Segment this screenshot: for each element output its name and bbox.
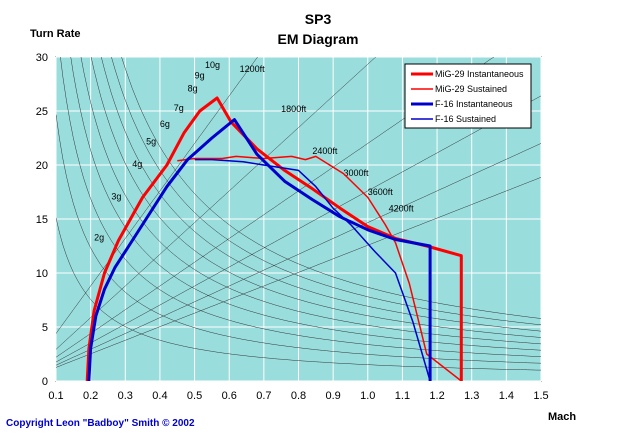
turn-radius-curve — [56, 177, 541, 368]
legend-label-f16-sus: F-16 Sustained — [435, 114, 496, 124]
g-label: 8g — [188, 84, 198, 94]
chart-title: SP3 — [305, 11, 332, 27]
copyright-notice: Copyright Leon "Badboy" Smith © 2002 — [6, 418, 195, 429]
y-tick-label: 15 — [36, 214, 48, 226]
x-tick-label: 1.0 — [360, 390, 375, 402]
x-tick-label: 0.8 — [291, 390, 306, 402]
g-label: 5g — [146, 136, 156, 146]
x-tick-label: 1.4 — [499, 390, 514, 402]
turn-radius-curve — [56, 57, 377, 350]
turn-radius-curve — [56, 143, 541, 366]
x-tick-label: 0.3 — [118, 390, 133, 402]
x-tick-label: 0.6 — [222, 390, 237, 402]
y-tick-label: 5 — [42, 322, 48, 334]
series-group — [85, 96, 463, 381]
y-tick-label: 0 — [42, 376, 48, 388]
legend-label-f16-inst: F-16 Instantaneous — [435, 99, 513, 109]
series-line-f16-instantaneous — [87, 118, 432, 381]
series-line-f16-sustained — [194, 158, 431, 381]
g-label: 4g — [132, 159, 142, 169]
x-tick-label: 1.1 — [395, 390, 410, 402]
g-label: 10g — [205, 60, 220, 70]
chart-subtitle: EM Diagram — [278, 31, 359, 47]
turn-radius-curve — [56, 57, 258, 334]
x-tick-label: 1.3 — [464, 390, 479, 402]
y-tick-label: 10 — [36, 268, 48, 280]
legend-label-mig29-inst: MiG-29 Instantaneous — [435, 69, 524, 79]
g-label: 3g — [111, 192, 121, 202]
turn-radius-curve — [56, 95, 541, 363]
x-tick-label: 0.5 — [187, 390, 202, 402]
legend-label-mig29-sus: MiG-29 Sustained — [435, 84, 507, 94]
radius-label: 1800ft — [281, 104, 307, 114]
g-label: 6g — [160, 119, 170, 129]
radius-label: 1200ft — [240, 64, 266, 74]
radius-label: 4200ft — [389, 203, 415, 213]
g-label: 7g — [174, 103, 184, 113]
g-label: 2g — [94, 233, 104, 243]
x-tick-label: 0.1 — [48, 390, 63, 402]
x-tick-label: 0.4 — [152, 390, 167, 402]
x-tick-label: 1.2 — [429, 390, 444, 402]
x-tick-label: 0.7 — [256, 390, 271, 402]
y-axis-title: Turn Rate — [30, 28, 81, 40]
y-tick-label: 20 — [36, 160, 48, 172]
radius-label: 3600ft — [368, 187, 394, 197]
x-tick-label: 0.9 — [325, 390, 340, 402]
x-tick-label: 1.5 — [533, 390, 548, 402]
radius-label: 3000ft — [344, 168, 370, 178]
y-tick-label: 30 — [36, 52, 48, 64]
radius-label: 2400ft — [312, 146, 338, 156]
x-axis-title: Mach — [548, 411, 576, 423]
legend: MiG-29 Instantaneous MiG-29 Sustained F-… — [404, 63, 532, 129]
x-tick-label: 0.2 — [83, 390, 98, 402]
g-label: 9g — [195, 71, 205, 81]
series-line-mig29-sustained — [177, 155, 462, 381]
y-tick-label: 25 — [36, 106, 48, 118]
